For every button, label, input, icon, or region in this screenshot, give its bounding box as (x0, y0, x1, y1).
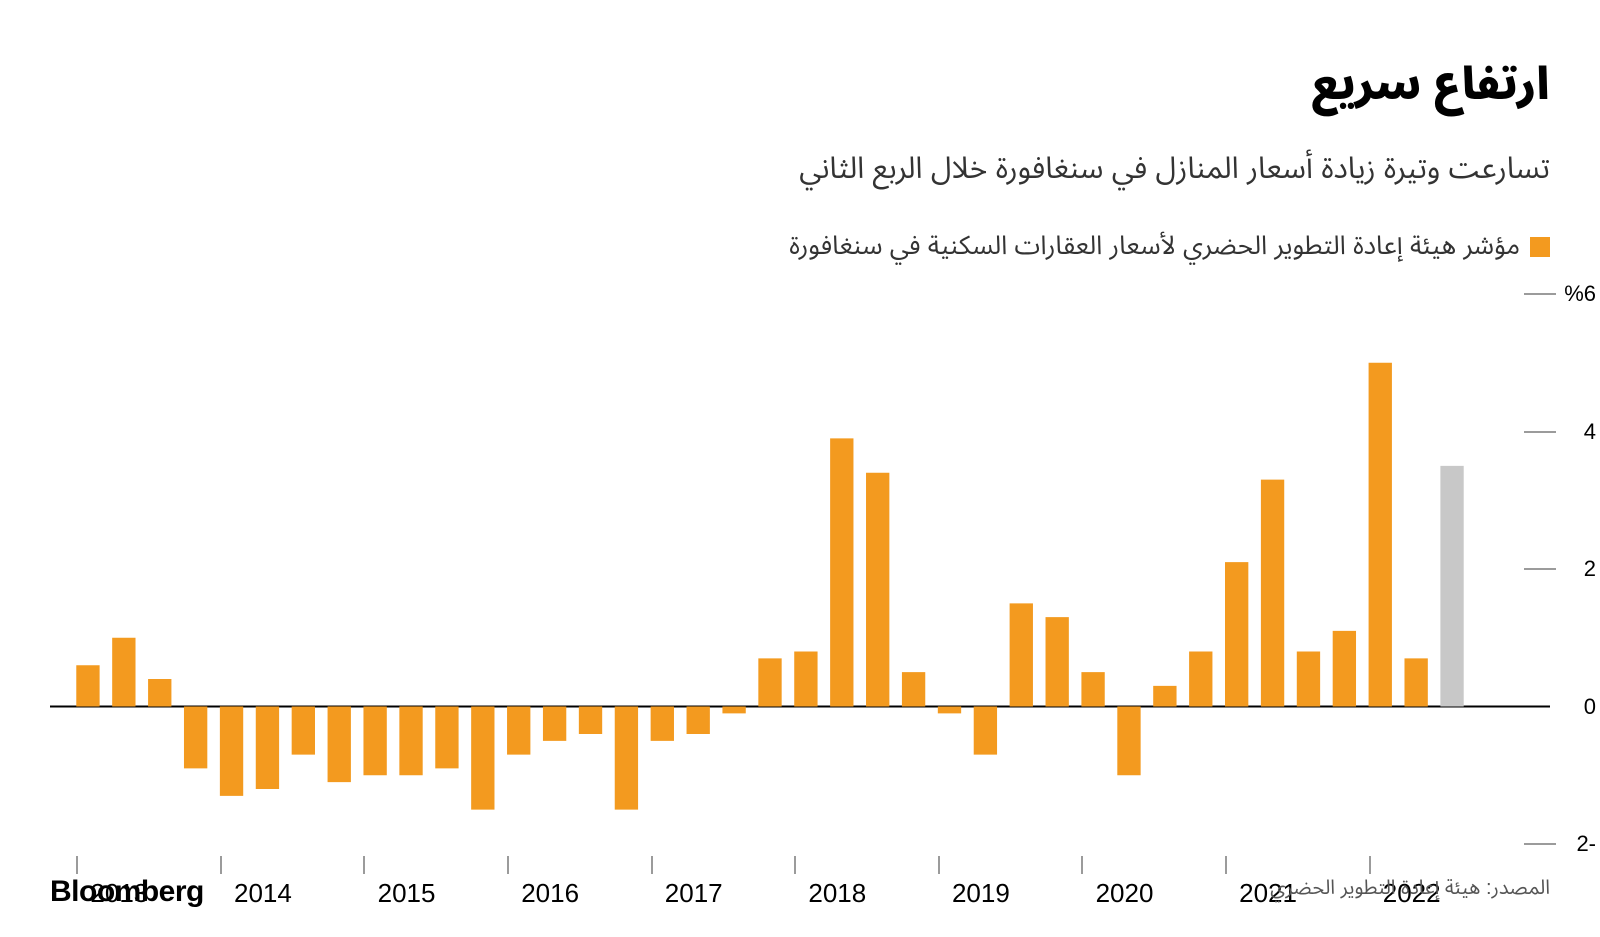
bar (687, 707, 710, 735)
bar (328, 707, 351, 783)
bar (256, 707, 279, 790)
bar (1010, 603, 1033, 706)
bar (1117, 707, 1140, 776)
y-tick-label: 2- (1550, 831, 1600, 857)
bar (292, 707, 315, 755)
chart-title: ارتفاع سريع (50, 40, 1550, 132)
bar (399, 707, 422, 776)
bar (651, 707, 674, 741)
bar (1081, 672, 1104, 706)
chart-plot-area: %64202- 20132014201520162017201820192020… (50, 284, 1550, 904)
legend: مؤشر هيئة إعادة التطوير الحضري لأسعار ال… (50, 219, 1550, 274)
bar (866, 473, 889, 707)
bar (471, 707, 494, 810)
bar (794, 652, 817, 707)
bar (902, 672, 925, 706)
bar (1369, 363, 1392, 707)
bar (938, 707, 961, 714)
bar (579, 707, 602, 735)
bar (830, 438, 853, 706)
bar (1333, 631, 1356, 707)
bar (1404, 658, 1427, 706)
bar (184, 707, 207, 769)
bar (507, 707, 530, 755)
legend-label: مؤشر هيئة إعادة التطوير الحضري لأسعار ال… (789, 219, 1520, 274)
legend-swatch (1530, 237, 1550, 257)
bar (1440, 466, 1463, 707)
bar (148, 679, 171, 707)
y-tick-label: 4 (1550, 419, 1600, 445)
chart-subtitle: تسارعت وتيرة زيادة أسعار المنازل في سنغا… (50, 138, 1550, 201)
chart-svg (50, 284, 1550, 904)
bar (1261, 480, 1284, 707)
y-tick-label: 2 (1550, 556, 1600, 582)
bar (722, 707, 745, 714)
bar (543, 707, 566, 741)
y-tick-label: %6 (1550, 281, 1600, 307)
footer: المصدر: هيئة إعادة التطوير الحضري Bloomb… (50, 867, 1550, 909)
source-text: المصدر: هيئة إعادة التطوير الحضري (1270, 867, 1550, 909)
bar (1046, 617, 1069, 706)
bar (363, 707, 386, 776)
bar (1189, 652, 1212, 707)
chart-container: ارتفاع سريع تسارعت وتيرة زيادة أسعار الم… (0, 0, 1600, 937)
brand-text: Bloomberg (50, 875, 204, 909)
y-tick-label: 0 (1550, 694, 1600, 720)
bar (220, 707, 243, 796)
bar (758, 658, 781, 706)
bar (1153, 686, 1176, 707)
bar (112, 638, 135, 707)
bar (1297, 652, 1320, 707)
bar (1225, 562, 1248, 706)
bar (435, 707, 458, 769)
bar (615, 707, 638, 810)
bar (974, 707, 997, 755)
bar (76, 665, 99, 706)
